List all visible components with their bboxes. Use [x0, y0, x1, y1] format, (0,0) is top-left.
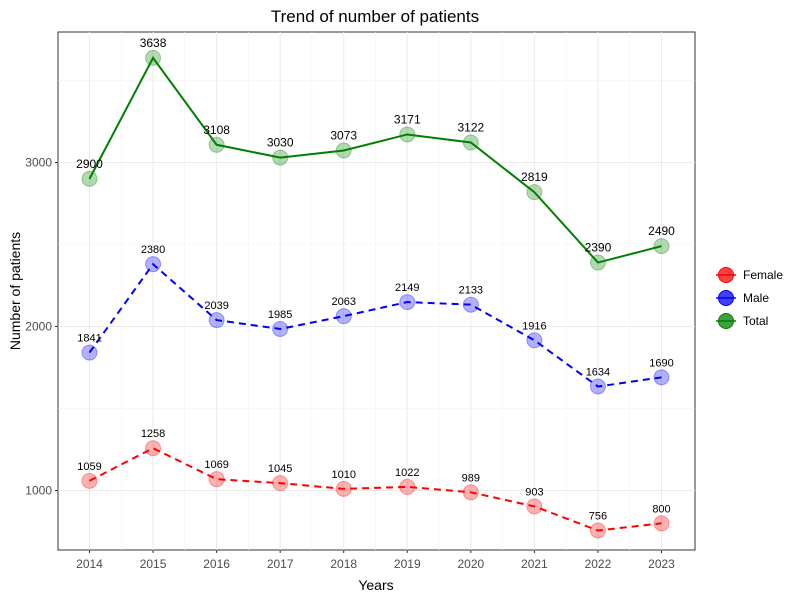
data-point-total [145, 49, 162, 66]
data-label-female: 989 [462, 472, 480, 484]
data-point-male [145, 256, 162, 273]
x-axis-title: Years [358, 577, 393, 593]
legend-item-male: Male [716, 290, 769, 306]
x-tick-label: 2023 [648, 557, 675, 571]
chart-title: Trend of number of patients [271, 7, 479, 26]
data-label-female: 800 [652, 503, 670, 515]
legend-item-total: Total [716, 313, 768, 329]
data-point-male [589, 378, 606, 395]
data-label-total: 3073 [330, 129, 357, 143]
data-point-male [462, 296, 479, 313]
data-label-total: 3030 [267, 136, 294, 150]
data-label-male: 2133 [459, 285, 483, 297]
data-point-male [335, 308, 352, 325]
data-label-male: 2380 [141, 244, 165, 256]
data-label-male: 2039 [204, 300, 228, 312]
legend: Female Male Total [716, 267, 783, 329]
data-label-total: 2490 [648, 224, 675, 238]
series-line-total [88, 55, 662, 264]
data-label-female: 1258 [141, 428, 165, 440]
data-label-male: 1985 [268, 309, 292, 321]
x-tick-label: 2020 [457, 557, 484, 571]
data-label-total: 2819 [521, 170, 548, 184]
x-tick-label: 2018 [330, 557, 357, 571]
data-label-male: 1916 [522, 320, 546, 332]
x-tick-label: 2014 [76, 557, 103, 571]
legend-item-female: Female [716, 267, 783, 283]
data-label-female: 1045 [268, 463, 292, 475]
data-point-total [653, 238, 670, 255]
legend-key-point-male [718, 290, 734, 306]
data-point-male [272, 320, 289, 337]
data-label-total: 2900 [76, 157, 103, 171]
data-point-male [208, 312, 225, 329]
x-tick-label: 2021 [521, 557, 548, 571]
x-tick-label: 2019 [394, 557, 421, 571]
data-point-female [399, 478, 416, 495]
data-label-male: 2063 [331, 296, 355, 308]
data-label-female: 1059 [77, 461, 101, 473]
x-tick-label: 2017 [267, 557, 294, 571]
series-total: 2900 3638 3108 3030 3073 3171 3122 2819 2390 2490 [76, 36, 675, 271]
y-tick-label: 1000 [25, 484, 52, 498]
data-point-female [145, 440, 162, 457]
data-label-total: 2390 [585, 241, 612, 255]
data-label-male: 1690 [649, 357, 673, 369]
data-point-female [272, 475, 289, 492]
series-male: 1841 2380 2039 1985 2063 2149 2133 1916 1634 1690 [77, 244, 674, 395]
data-point-male [399, 294, 416, 311]
data-point-total [208, 136, 225, 153]
data-label-female: 756 [589, 511, 607, 523]
legend-key-point-female [718, 267, 734, 283]
data-point-female [462, 484, 479, 501]
data-point-male [653, 369, 670, 386]
data-point-total [335, 142, 352, 159]
plot-panel [57, 31, 696, 551]
data-label-male: 2149 [395, 282, 419, 294]
grid-lines [58, 32, 695, 550]
data-label-total: 3122 [457, 120, 484, 134]
data-label-female: 1010 [331, 469, 355, 481]
data-label-total: 3108 [203, 123, 230, 137]
data-point-female [526, 498, 543, 515]
data-point-total [526, 184, 543, 201]
legend-label-female: Female [743, 268, 783, 282]
series-female: 1059 1258 1069 1045 1010 1022 989 903 756 800 [77, 428, 671, 539]
data-label-female: 1022 [395, 467, 419, 479]
data-point-total [272, 149, 289, 166]
data-point-female [653, 515, 670, 532]
legend-label-male: Male [743, 291, 769, 305]
data-label-total: 3638 [140, 36, 167, 50]
y-tick-label: 3000 [25, 156, 52, 170]
data-label-male: 1634 [586, 367, 610, 379]
data-point-total [589, 254, 606, 271]
y-tick-label: 2000 [25, 320, 52, 334]
legend-key-point-total [718, 313, 734, 329]
legend-label-total: Total [743, 314, 768, 328]
data-point-male [81, 344, 98, 361]
data-point-female [208, 471, 225, 488]
data-label-total: 3171 [394, 112, 421, 126]
data-label-female: 903 [525, 486, 543, 498]
data-label-male: 1841 [77, 333, 101, 345]
series-layer: 1059 1258 1069 1045 1010 1022 989 903 756 800 1841… [76, 36, 675, 539]
data-point-female [335, 480, 352, 497]
data-label-female: 1069 [204, 459, 228, 471]
x-tick-label: 2022 [585, 557, 612, 571]
data-point-total [399, 126, 416, 143]
y-axis-title: Number of patients [7, 232, 23, 350]
series-line-female [89, 447, 662, 532]
axes: 1000 2000 3000 2014 2015 2016 2017 2018 2019 2020… [25, 156, 675, 572]
x-tick-label: 2016 [203, 557, 230, 571]
data-point-female [589, 522, 606, 539]
data-point-male [526, 332, 543, 349]
x-tick-label: 2015 [140, 557, 167, 571]
data-point-total [81, 170, 98, 187]
data-point-female [81, 472, 98, 489]
data-point-total [462, 134, 479, 151]
